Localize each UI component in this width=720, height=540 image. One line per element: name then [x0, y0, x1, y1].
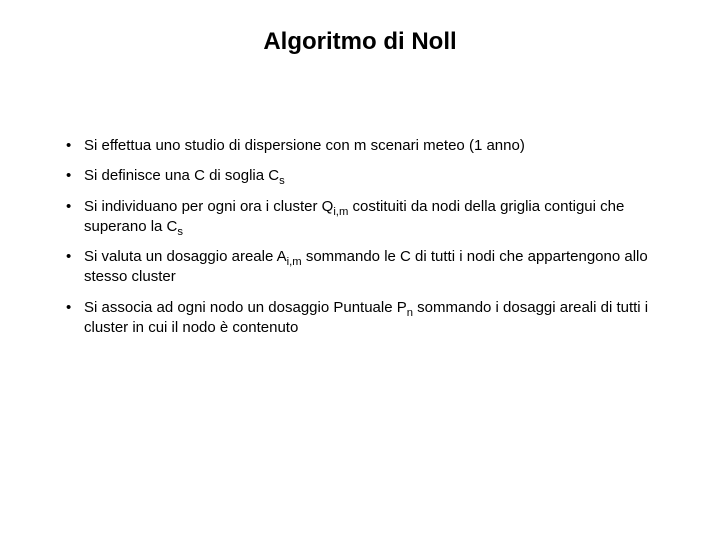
- subscript: i,m: [287, 256, 302, 268]
- bullet-text: Si effettua uno studio di dispersione co…: [84, 137, 525, 154]
- list-item: Si effettua uno studio di dispersione co…: [66, 136, 672, 156]
- bullet-text: Si definisce una C di soglia C: [84, 167, 279, 184]
- subscript: s: [177, 226, 183, 238]
- list-item: Si associa ad ogni nodo un dosaggio Punt…: [66, 298, 672, 339]
- bullet-text: Si valuta un dosaggio areale A: [84, 248, 287, 265]
- bullet-text: Si individuano per ogni ora i cluster Q: [84, 198, 333, 215]
- list-item: Si valuta un dosaggio areale Ai,m somman…: [66, 247, 672, 288]
- bullet-list: Si effettua uno studio di dispersione co…: [48, 136, 672, 338]
- subscript: s: [279, 175, 285, 187]
- slide-title: Algoritmo di Noll: [48, 28, 672, 56]
- slide: Algoritmo di Noll Si effettua uno studio…: [0, 0, 720, 540]
- list-item: Si individuano per ogni ora i cluster Qi…: [66, 197, 672, 238]
- bullet-text: Si associa ad ogni nodo un dosaggio Punt…: [84, 299, 407, 316]
- subscript: i,m: [333, 206, 348, 218]
- list-item: Si definisce una C di soglia Cs: [66, 166, 672, 186]
